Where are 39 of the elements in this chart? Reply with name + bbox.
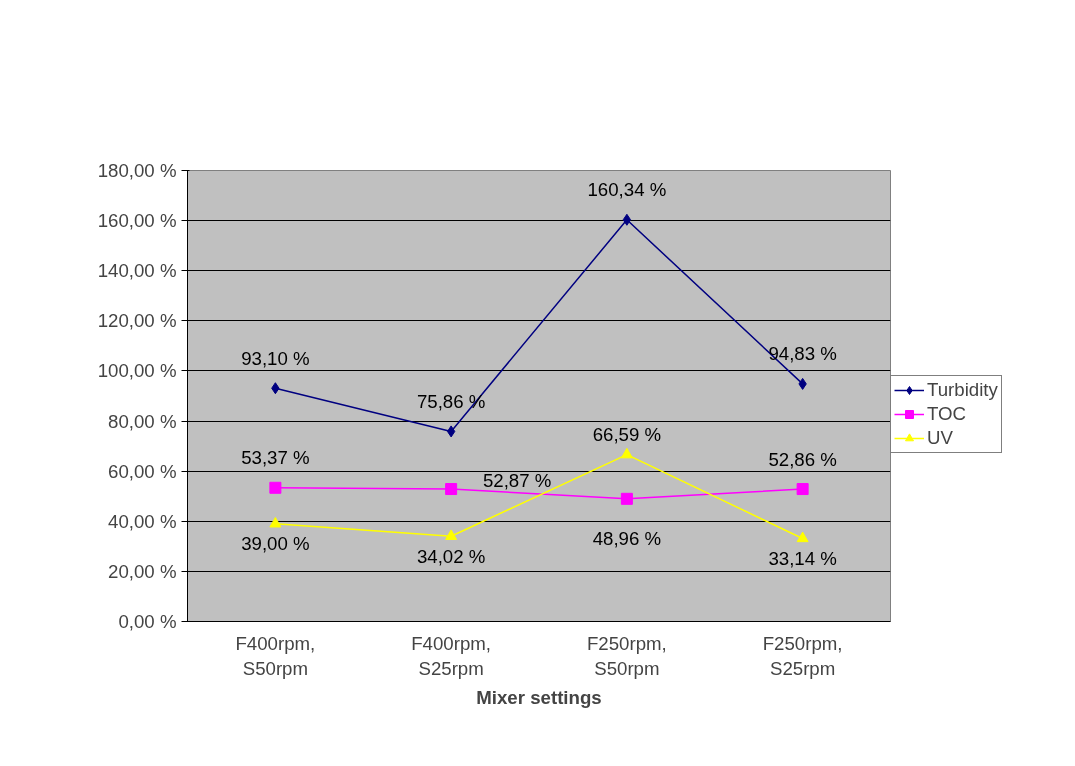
x-tick-label: F250rpm, S50rpm: [586, 632, 667, 679]
y-tick-label: 80,00 %: [108, 410, 177, 432]
data-label: 48,96 %: [592, 528, 662, 550]
x-tick-label: F250rpm, S25rpm: [762, 632, 843, 679]
x-tick-label: F400rpm, S25rpm: [411, 632, 492, 679]
legend-label: UV: [927, 427, 953, 449]
y-tick-label: 120,00 %: [97, 310, 177, 332]
legend-label: Turbidity: [927, 379, 998, 401]
y-tick-label: 160,00 %: [97, 210, 177, 232]
x-tick-label: F400rpm, S50rpm: [235, 632, 316, 679]
y-tick-label: 20,00 %: [108, 560, 177, 582]
point: [620, 492, 633, 505]
y-tick-label: 180,00 %: [97, 160, 177, 181]
point: [446, 425, 456, 438]
legend-label: TOC: [927, 403, 967, 425]
x-axis-title: Mixer settings: [476, 686, 602, 708]
point: [622, 213, 632, 226]
y-tick-label: 140,00 %: [97, 260, 177, 282]
data-label: 39,00 %: [241, 533, 310, 555]
point: [620, 447, 633, 459]
point: [445, 529, 458, 540]
point: [796, 531, 809, 543]
point: [269, 516, 282, 528]
data-label: 34,02 %: [416, 545, 486, 567]
point: [796, 483, 809, 496]
data-label: 66,59 %: [592, 424, 662, 446]
y-tick-label: 0,00 %: [118, 611, 177, 632]
data-label: 160,34 %: [587, 179, 667, 201]
data-label: 52,86 %: [768, 448, 837, 470]
data-label: 33,14 %: [768, 547, 837, 569]
y-tick-label: 40,00 %: [108, 510, 177, 532]
point: [269, 481, 282, 494]
data-label: 93,10 %: [241, 347, 310, 369]
point: [445, 483, 458, 496]
data-label: 52,87 %: [482, 469, 552, 491]
y-tick-label: 60,00 %: [108, 460, 177, 482]
data-label: 94,83 %: [768, 343, 837, 365]
y-tick-label: 100,00 %: [97, 360, 177, 382]
data-label: 53,37 %: [241, 447, 310, 469]
